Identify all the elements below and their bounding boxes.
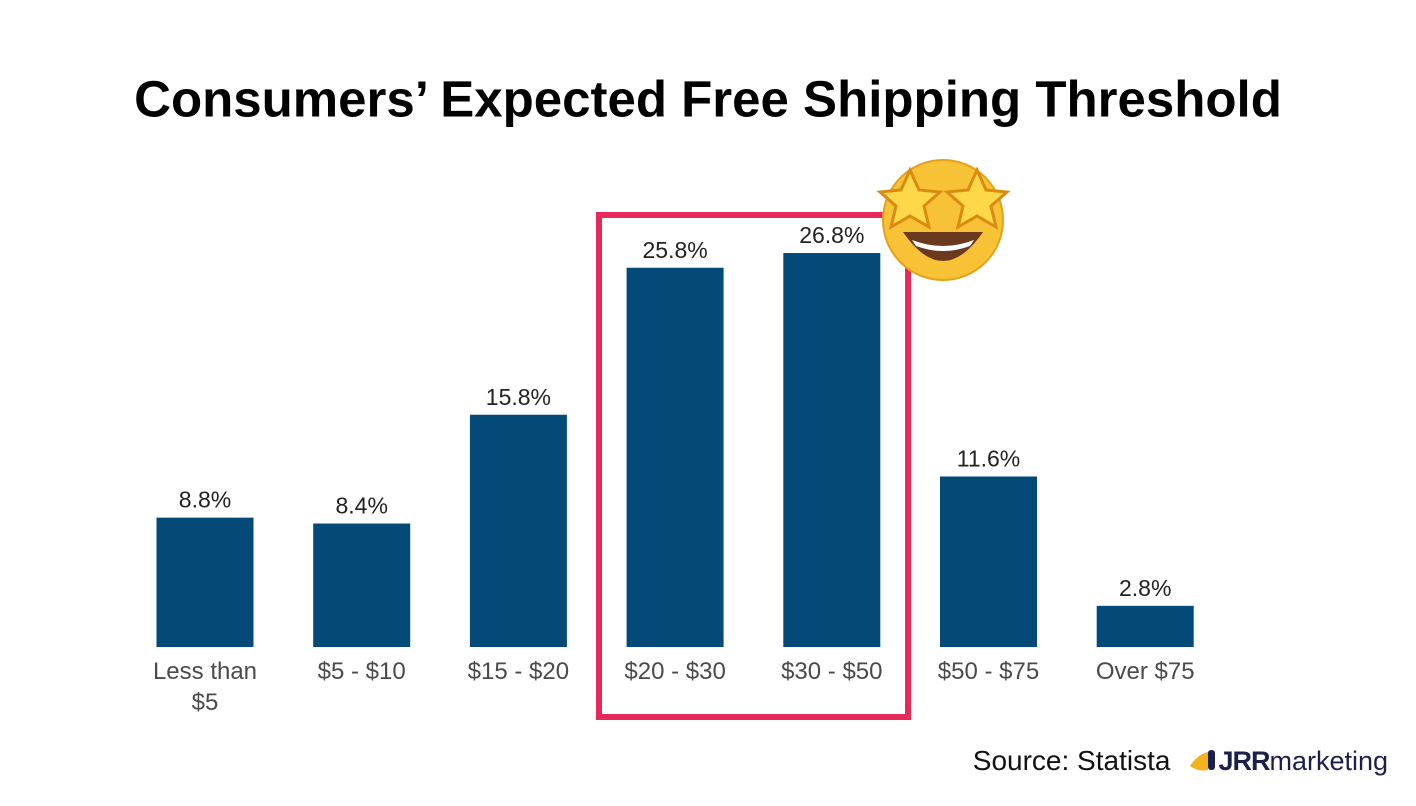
- value-label: 2.8%: [1119, 575, 1171, 601]
- bar: [626, 267, 724, 647]
- source: Source: Statista: [972, 745, 1171, 776]
- x-tick-label: Over $75: [1095, 658, 1195, 685]
- logo-brand: JRR: [1218, 745, 1270, 776]
- value-label: 11.6%: [957, 446, 1021, 472]
- value-label: 8.4%: [335, 493, 387, 519]
- x-tick-label: $15 - $20: [467, 658, 570, 685]
- x-tick-label: $5 - $10: [317, 658, 406, 685]
- x-tick-label: $30 - $50: [781, 658, 883, 685]
- x-tick-label: Less than $5: [152, 658, 258, 716]
- bar: [783, 253, 881, 648]
- value-label: 25.8%: [642, 237, 707, 263]
- value-label: 8.8%: [179, 487, 231, 513]
- logo-icon: [1190, 750, 1216, 771]
- footer: Source: Statista JRR marketing: [973, 745, 1388, 777]
- value-label: 26.8%: [799, 222, 864, 248]
- x-tick-label: $20 - $30: [624, 658, 726, 685]
- bar: [156, 517, 254, 647]
- highlight-box: [596, 212, 911, 720]
- logo-suffix: marketing: [1269, 745, 1388, 776]
- bar: [940, 476, 1037, 647]
- bar: [469, 414, 567, 647]
- bar: [1096, 605, 1194, 647]
- value-label: 15.8%: [486, 384, 551, 410]
- logo: JRR marketing: [1188, 746, 1388, 777]
- star-eyes-emoji: [876, 159, 1011, 281]
- bar: [313, 523, 411, 647]
- chart-title: Consumers’ Expected Free Shipping Thresh…: [134, 70, 1282, 127]
- x-tick-label: $50 - $75: [937, 658, 1040, 685]
